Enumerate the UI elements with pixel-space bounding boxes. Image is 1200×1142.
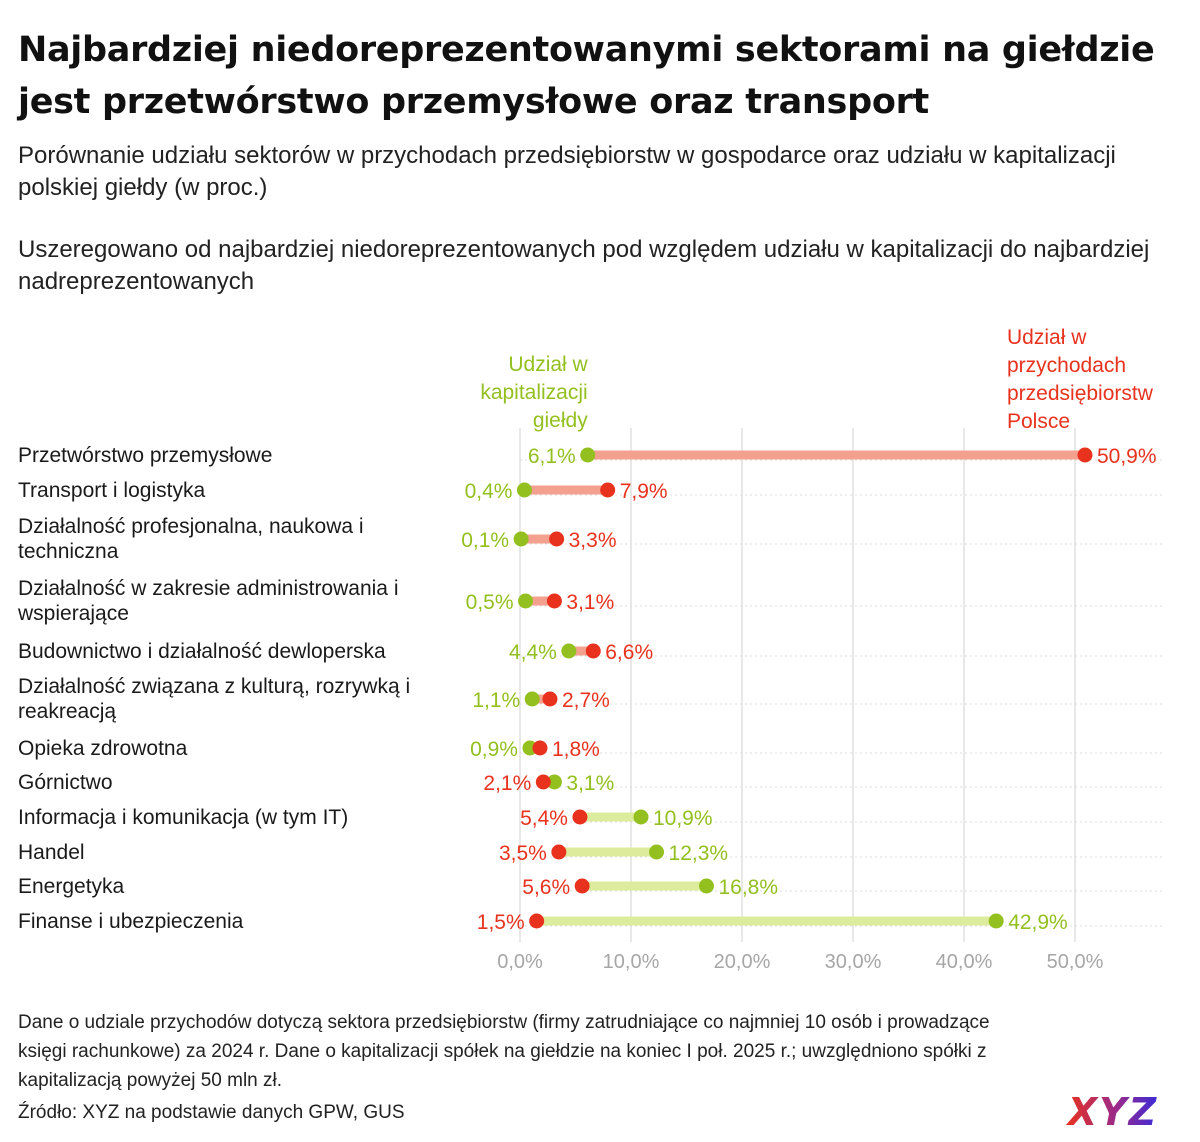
category-label: Budownictwo i działalność dewloperska <box>18 640 386 663</box>
xyz-logo: XYZ <box>1066 1094 1158 1130</box>
market-value-label: 10,9% <box>653 807 713 830</box>
market-value-label: 16,8% <box>718 876 778 899</box>
ordering-note: Uszeregowano od najbardziej niedorepreze… <box>18 236 1150 295</box>
category-label: Handel <box>18 841 85 864</box>
market-value-label: 42,9% <box>1008 911 1068 934</box>
category-label: Transport i logistyka <box>18 479 205 502</box>
chart-subtitle: Porównanie udziału sektorów w przychodac… <box>18 142 1116 201</box>
market-value-label: 12,3% <box>669 842 729 865</box>
revenue-value-label: 6,6% <box>605 641 653 664</box>
market-dot <box>524 691 540 707</box>
category-label: Przetwórstwo przemysłowe <box>18 444 272 467</box>
logo-wordmark: XYZ <box>1066 1094 1158 1130</box>
category-label: techniczna <box>18 540 119 563</box>
revenue-dot <box>1077 447 1093 463</box>
revenue-value-label: 2,7% <box>562 689 610 712</box>
chart-title: Najbardziej niedoreprezentowanymi sektor… <box>18 24 1188 128</box>
revenue-dot <box>542 691 558 707</box>
revenue-dot <box>529 913 545 929</box>
revenue-series-label: przychodach <box>1007 354 1126 377</box>
x-tick-label: 50,0% <box>1047 951 1104 973</box>
x-tick-label: 20,0% <box>714 951 771 973</box>
revenue-series-label: Udział w <box>1007 326 1087 349</box>
revenue-series-label: Polsce <box>1007 410 1070 433</box>
category-label: reakreacją <box>18 700 116 723</box>
title-line-2: jest przetwórstwo przemysłowe oraz trans… <box>18 82 929 122</box>
revenue-value-label: 1,5% <box>477 911 525 934</box>
market-series-label: giełdy <box>533 409 588 432</box>
revenue-value-label: 1,8% <box>552 738 600 761</box>
category-label: Energetyka <box>18 875 125 898</box>
x-tick-label: 40,0% <box>936 951 993 973</box>
market-dot <box>518 593 534 609</box>
market-series-label: Udział w <box>508 353 588 376</box>
market-value-label: 1,1% <box>472 689 520 712</box>
category-label: Górnictwo <box>18 771 113 794</box>
revenue-value-label: 3,3% <box>569 529 617 552</box>
revenue-value-label: 7,9% <box>620 480 668 503</box>
market-dot <box>633 809 649 825</box>
market-value-label: 0,9% <box>470 738 518 761</box>
revenue-value-label: 5,6% <box>522 876 570 899</box>
revenue-dot <box>551 844 567 860</box>
market-value-label: 4,4% <box>509 641 557 664</box>
category-label: wspierające <box>17 602 129 625</box>
market-value-label: 0,5% <box>466 591 514 614</box>
category-label: Działalność związana z kulturą, rozrywką… <box>18 675 410 698</box>
revenue-dot <box>535 774 551 790</box>
source-line: Źródło: XYZ na podstawie danych GPW, GUS <box>18 1102 405 1123</box>
revenue-series-label: przedsiębiorstw <box>1007 382 1154 405</box>
market-dot <box>649 844 665 860</box>
market-value-label: 0,1% <box>461 529 509 552</box>
market-dot <box>561 643 577 659</box>
x-tick-label: 30,0% <box>825 951 882 973</box>
market-value-label: 0,4% <box>465 480 513 503</box>
market-dot <box>546 774 562 790</box>
category-label: Finanse i ubezpieczenia <box>18 910 244 933</box>
market-dot <box>698 878 714 894</box>
category-label: Działalność w zakresie administrowania i <box>18 577 398 600</box>
revenue-dot <box>572 809 588 825</box>
revenue-value-label: 3,1% <box>566 591 614 614</box>
title-line-1: Najbardziej niedoreprezentowanymi sektor… <box>18 30 1155 70</box>
revenue-dot <box>585 643 601 659</box>
category-label: Opieka zdrowotna <box>18 737 188 760</box>
footnote: Dane o udziale przychodów dotyczą sektor… <box>18 1012 990 1091</box>
revenue-dot <box>546 593 562 609</box>
revenue-value-label: 2,1% <box>483 772 531 795</box>
category-label: Informacja i komunikacja (w tym IT) <box>18 806 348 829</box>
market-dot <box>513 531 529 547</box>
revenue-dot <box>574 878 590 894</box>
revenue-dot <box>600 482 616 498</box>
market-dot <box>580 447 596 463</box>
x-tick-label: 0,0% <box>497 951 543 973</box>
revenue-value-label: 50,9% <box>1097 445 1157 468</box>
market-dot <box>988 913 1004 929</box>
market-value-label: 3,1% <box>566 772 614 795</box>
revenue-dot <box>549 531 565 547</box>
dumbbell-chart: 0,0% 10,0% 20,0% 30,0% 40,0% 50,0% Udział w kap… <box>17 326 1165 973</box>
market-value-label: 6,1% <box>528 445 576 468</box>
revenue-dot <box>532 740 548 756</box>
market-series-label: kapitalizacji <box>480 381 587 404</box>
market-dot <box>516 482 532 498</box>
revenue-value-label: 5,4% <box>520 807 568 830</box>
x-tick-label: 10,0% <box>603 951 660 973</box>
revenue-value-label: 3,5% <box>499 842 547 865</box>
category-label: Działalność profesjonalna, naukowa i <box>18 515 364 538</box>
